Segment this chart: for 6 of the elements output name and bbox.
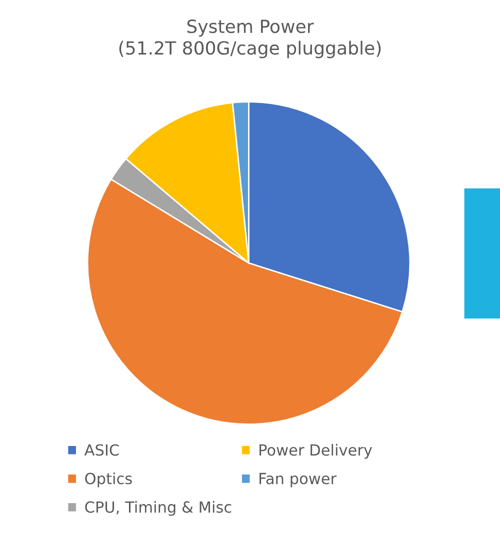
legend-label: Fan power — [260, 472, 337, 488]
chart-title: System Power (51.2T 800G/cage pluggable) — [119, 20, 381, 58]
legend-label: ASIC — [84, 444, 119, 456]
legend-label: CPU, Timing & Misc — [85, 501, 232, 516]
legend-label: Optics — [85, 472, 132, 488]
legend-label: Power Delivery — [260, 444, 372, 459]
